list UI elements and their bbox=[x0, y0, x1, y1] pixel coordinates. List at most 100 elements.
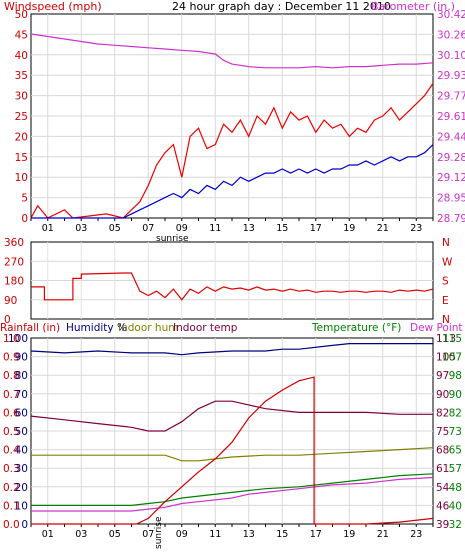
humidity-tick-label: 20 bbox=[15, 482, 28, 494]
wind-series bbox=[30, 33, 434, 219]
indoor-temp-axis: 39 46 54 61 68 75 82 90 97 105 113 bbox=[436, 333, 456, 531]
indoor-temp-tick-label: 97 bbox=[436, 370, 449, 382]
indoor-temp-tick-label: 68 bbox=[436, 445, 449, 457]
temp-x-tick-label: 09 bbox=[176, 529, 188, 540]
temp-x-tick-label: 23 bbox=[410, 529, 422, 540]
wind-x-tick-label: 11 bbox=[209, 223, 221, 234]
indoor-temp-legend: Indoor temp bbox=[173, 322, 238, 334]
rainfall-tick-label: 1.0 bbox=[3, 333, 20, 345]
barometer-tick-label: 30.42 bbox=[437, 9, 465, 21]
rainfall-axis: 0.0 0.1 0.2 0.3 0.4 0.5 0.6 0.7 0.8 0.9 1.0 bbox=[3, 333, 20, 531]
humidity-tick-label: 0 bbox=[21, 519, 28, 531]
indoor-temp-tick-label: 54 bbox=[436, 482, 450, 494]
indoor-temp-tick-label: 46 bbox=[436, 500, 450, 512]
temp-x-tick-label: 01 bbox=[42, 529, 54, 540]
wind-x-tick-label: 19 bbox=[343, 223, 355, 234]
wind-x-tick-label: 15 bbox=[276, 223, 288, 234]
wind-x-tick-label: 17 bbox=[310, 223, 322, 234]
wind-x-axis: 01 03 05 07 09 11 13 15 17 19 21 23 bbox=[42, 223, 423, 234]
temp-x-tick-label: 17 bbox=[310, 529, 322, 540]
temperature-tick-label: 48 bbox=[449, 482, 462, 494]
rainfall-tick-label: 0.1 bbox=[3, 500, 20, 512]
wind-x-tick-label: 05 bbox=[109, 223, 121, 234]
wind-x-tick-label: 01 bbox=[42, 223, 54, 234]
sunrise-label-lower: sunrise bbox=[154, 516, 164, 549]
temp-x-tick-label: 19 bbox=[343, 529, 355, 540]
wind-direction-line bbox=[31, 272, 434, 301]
temperature-tick-label: 115 bbox=[442, 333, 462, 345]
humidity-tick-label: 60 bbox=[15, 407, 28, 419]
indoor-hum-legend: Indoor hum bbox=[118, 322, 178, 334]
temp-x-tick-label: 05 bbox=[109, 529, 121, 540]
wind-average-line bbox=[31, 144, 434, 219]
barometer-line bbox=[30, 33, 434, 69]
temperature-tick-label: 98 bbox=[449, 370, 462, 382]
windspeed-tick-label: 45 bbox=[15, 29, 28, 41]
compass-tick-label: N bbox=[442, 237, 450, 249]
wind-x-tick-label: 03 bbox=[75, 223, 87, 234]
barometer-tick-label: 30.26 bbox=[437, 29, 465, 41]
temperature-tick-label: 90 bbox=[449, 389, 462, 401]
rainfall-legend: Rainfall (in) bbox=[0, 322, 60, 334]
barometer-tick-label: 29.77 bbox=[437, 91, 465, 103]
compass-tick-label: W bbox=[442, 256, 453, 268]
temp-series bbox=[30, 343, 434, 525]
indoor-temp-tick-label: 39 bbox=[436, 519, 449, 531]
windspeed-tick-label: 5 bbox=[21, 193, 28, 205]
temperature-axis: 32 40 48 57 65 73 82 90 98 107 115 bbox=[442, 333, 462, 531]
barometer-tick-label: 29.12 bbox=[437, 172, 465, 184]
temp-x-axis: 01 03 05 07 09 11 13 15 17 19 21 23 bbox=[42, 529, 423, 540]
barometer-tick-label: 28.79 bbox=[437, 213, 465, 225]
temp-humidity-panel: 0.00.10.20.30.40.50.60.70.80.91.0 010203… bbox=[0, 322, 463, 549]
rainfall-tick-label: 0.4 bbox=[3, 445, 20, 457]
temp-x-tick-label: 07 bbox=[142, 529, 154, 540]
winddir-tick-label: 0 bbox=[4, 314, 11, 326]
rainfall-tick-label: 0.8 bbox=[3, 370, 20, 382]
wind-grid bbox=[30, 14, 434, 221]
rainfall-tick-label: 0.6 bbox=[3, 407, 20, 419]
indoor-temp-tick-label: 82 bbox=[436, 407, 449, 419]
humidity-tick-label: 100 bbox=[8, 333, 28, 345]
winddir-grid bbox=[31, 242, 433, 319]
humidity-line bbox=[30, 343, 433, 356]
winddir-tick-label: 180 bbox=[4, 276, 24, 288]
rainfall-tick-label: 0.2 bbox=[3, 482, 20, 494]
compass-tick-label: S bbox=[442, 276, 449, 288]
rainfall-tick-label: 0.5 bbox=[3, 426, 20, 438]
windspeed-tick-label: 35 bbox=[15, 70, 28, 82]
temperature-tick-label: 40 bbox=[449, 500, 462, 512]
temperature-line bbox=[31, 473, 434, 506]
temp-x-tick-label: 21 bbox=[377, 529, 389, 540]
temp-x-tick-label: 03 bbox=[75, 529, 87, 540]
indoor-temp-line bbox=[30, 400, 433, 432]
temp-x-tick-label: 11 bbox=[209, 529, 221, 540]
windspeed-tick-label: 20 bbox=[15, 131, 28, 143]
windspeed-axis: 0 5 10 15 20 25 30 35 40 45 50 bbox=[15, 9, 28, 225]
winddir-tick-label: 270 bbox=[4, 256, 24, 268]
winddir-series bbox=[31, 272, 434, 301]
barometer-tick-label: 29.28 bbox=[437, 152, 465, 164]
dewpoint-legend: Dew Point bbox=[410, 322, 463, 334]
wind-x-tick-label: 13 bbox=[243, 223, 255, 234]
windspeed-tick-label: 25 bbox=[15, 111, 28, 123]
wind-gust-line bbox=[30, 83, 434, 219]
windspeed-tick-label: 15 bbox=[15, 152, 28, 164]
humidity-tick-label: 70 bbox=[15, 389, 28, 401]
temperature-tick-label: 107 bbox=[442, 352, 462, 364]
barometer-tick-label: 29.61 bbox=[437, 111, 465, 123]
windspeed-tick-label: 50 bbox=[15, 9, 28, 21]
windspeed-axis-label: Windspeed (mph) bbox=[4, 0, 102, 13]
windspeed-tick-label: 0 bbox=[21, 213, 28, 225]
temperature-tick-label: 57 bbox=[449, 463, 462, 475]
indoor-temp-tick-label: 113 bbox=[436, 333, 456, 345]
temp-x-tick-label: 13 bbox=[243, 529, 255, 540]
humidity-tick-label: 80 bbox=[15, 370, 28, 382]
wind-x-tick-label: 23 bbox=[410, 223, 422, 234]
temperature-tick-label: 73 bbox=[449, 426, 462, 438]
chart-title: 24 hour graph day : December 11 2010 bbox=[172, 0, 391, 13]
barometer-tick-label: 28.95 bbox=[437, 193, 465, 205]
temp-x-tick-label: 15 bbox=[276, 529, 288, 540]
